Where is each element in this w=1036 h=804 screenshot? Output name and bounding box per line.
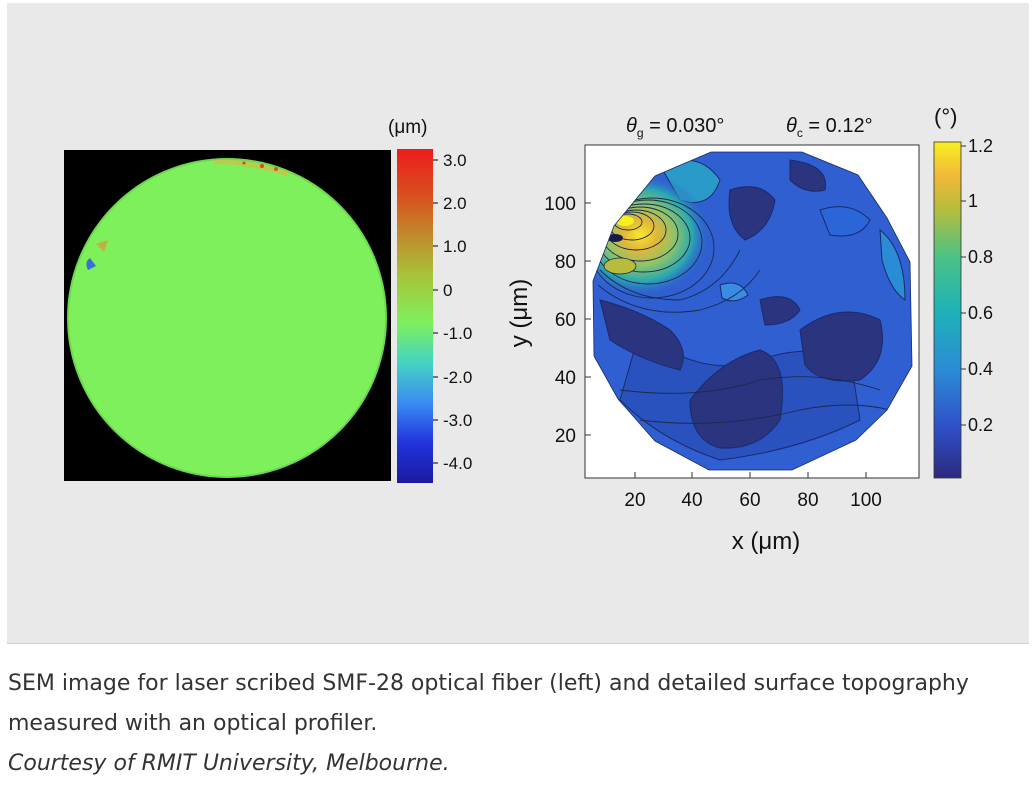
angle-tick-label: 1 [968, 191, 978, 211]
x-tick-label: 20 [624, 490, 645, 511]
topography-map [593, 152, 912, 470]
y-tick-label: 20 [555, 426, 576, 447]
theta-c-annotation: θc = 0.12° [786, 115, 873, 140]
sem-tick-label: -3.0 [443, 411, 472, 430]
angle-tick-label: 0.8 [968, 247, 993, 267]
caption-text: SEM image for laser scribed SMF-28 optic… [8, 671, 969, 736]
x-tick-label: 80 [797, 490, 818, 511]
angle-colorbar: (°) 1.2 1 0.8 0.6 0.4 0.2 [933, 104, 993, 479]
theta-g-annotation: θg = 0.030° [626, 115, 724, 140]
x-tick-label: 40 [681, 490, 702, 511]
figure-caption: SEM image for laser scribed SMF-28 optic… [8, 664, 1018, 784]
sem-colorbar: (μm) 3.0 2.0 1.0 0 -1.0 -2.0 -3.0 -4.0 [388, 117, 472, 483]
sem-tick-label: -2.0 [443, 368, 472, 387]
angle-colorbar-gradient [933, 141, 962, 479]
x-tick-label: 60 [739, 490, 760, 511]
y-axis-label: y (μm) [506, 279, 533, 347]
sem-image [64, 150, 391, 481]
angle-tick-label: 0.2 [968, 415, 993, 435]
sem-colorbar-unit: (μm) [388, 117, 427, 138]
scribe-damage [86, 258, 96, 270]
x-tick-label: 100 [850, 490, 882, 511]
sem-tick-label: 1.0 [443, 237, 467, 256]
angle-tick-label: 1.2 [968, 136, 993, 156]
y-tick-label: 80 [555, 252, 576, 273]
panel-divider [7, 643, 1029, 644]
sem-tick-label: 0 [443, 281, 452, 300]
contour-plot: 20 40 60 80 100 100 80 60 40 20 x (μm) y… [506, 115, 920, 555]
caption-credit: Courtesy of RMIT University, Melbourne. [8, 751, 450, 776]
y-tick-label: 40 [555, 368, 576, 389]
sem-tick-label: 3.0 [443, 151, 467, 170]
y-tick-label: 60 [555, 310, 576, 331]
y-tick-label: 100 [544, 194, 576, 215]
angle-tick-label: 0.4 [968, 359, 993, 379]
fiber-cross-section [68, 159, 386, 477]
angle-tick-label: 0.6 [968, 303, 993, 323]
x-axis-label: x (μm) [732, 528, 800, 555]
sem-tick-label: -4.0 [443, 454, 472, 473]
figure-graphics: (μm) 3.0 2.0 1.0 0 -1.0 -2.0 -3.0 -4.0 [64, 104, 993, 555]
sem-tick-label: -1.0 [443, 324, 472, 343]
sem-tick-label: 2.0 [443, 194, 467, 213]
angle-colorbar-unit: (°) [934, 104, 957, 129]
sem-colorbar-gradient [397, 149, 433, 483]
